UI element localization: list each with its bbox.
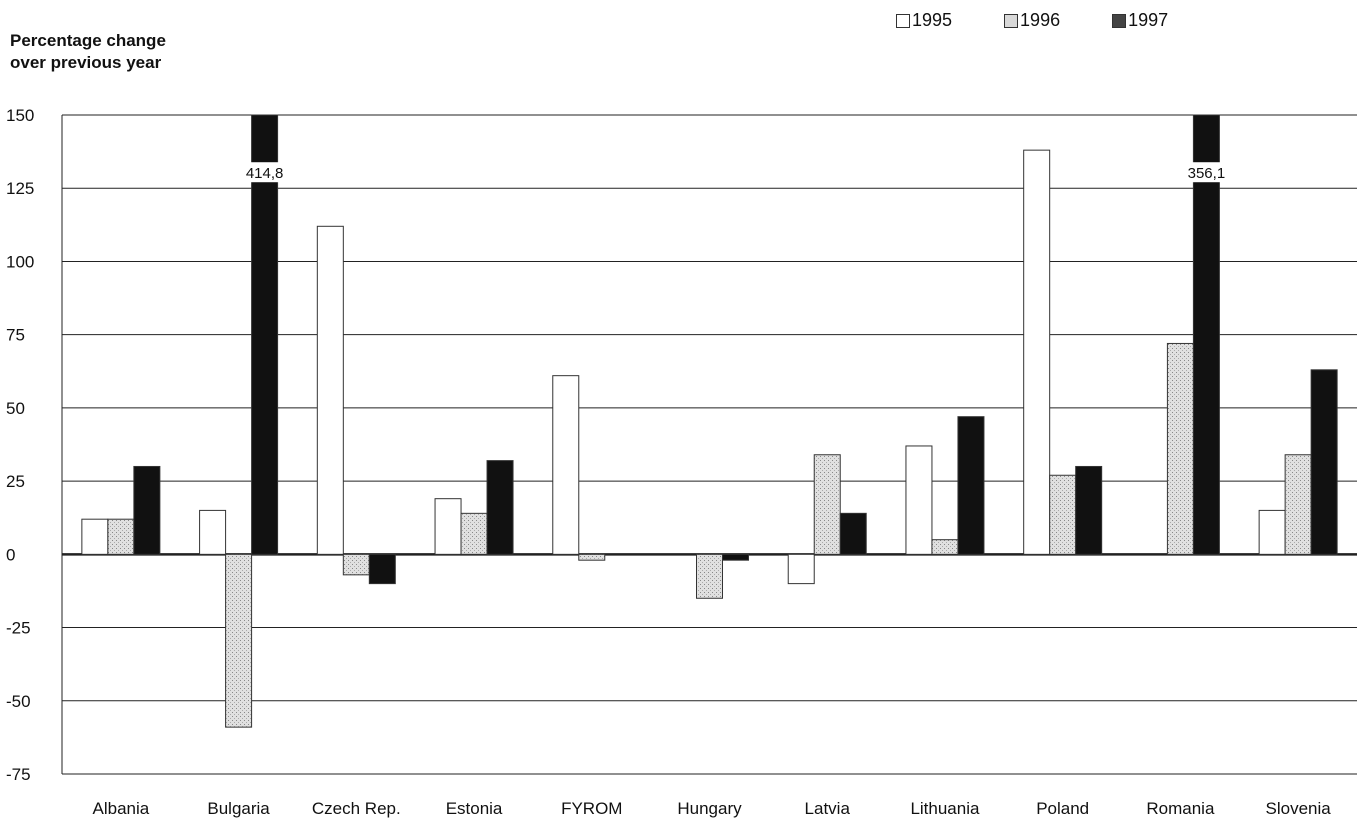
y-tick-label: -75 — [6, 765, 31, 784]
x-tick-label: Poland — [1036, 799, 1089, 818]
bar-1995-bulgaria — [199, 509, 227, 555]
legend-label-1997: 1997 — [1128, 10, 1169, 30]
data-label: 356,1 — [1188, 165, 1226, 182]
bar-1995-estonia — [434, 498, 462, 555]
y-tick-label: 50 — [6, 399, 25, 418]
bar-1996-hungary — [696, 553, 723, 599]
x-tick-label: Albania — [93, 799, 150, 818]
bar-1997-lithuania — [957, 416, 985, 555]
x-tick-label: Czech Rep. — [312, 799, 401, 818]
bar-1997-romania — [1192, 114, 1220, 555]
bar-1996-bulgaria — [225, 553, 253, 728]
bar-1996-fyrom — [578, 553, 606, 561]
bar-1996-slovenia — [1284, 454, 1312, 555]
x-tick-label: Latvia — [805, 799, 851, 818]
x-tick-label: Slovenia — [1266, 799, 1332, 818]
legend-item-1995: 1995 — [896, 10, 952, 31]
bar-1996-poland — [1049, 474, 1077, 555]
bar-1997-czech-rep- — [368, 553, 396, 585]
bar-1995-czech-rep- — [316, 225, 344, 555]
x-tick-label: Lithuania — [910, 799, 980, 818]
bar-1996-lithuania — [931, 539, 959, 555]
bar-1997-albania — [133, 465, 161, 555]
bar-1996-czech-rep- — [342, 553, 370, 576]
y-tick-label: -50 — [6, 692, 31, 711]
y-tick-label: 0 — [6, 545, 15, 564]
x-tick-label: Romania — [1146, 799, 1215, 818]
data-label-bg — [234, 162, 295, 183]
y-axis-label: Percentage change over previous year — [10, 31, 166, 72]
bar-1996-estonia — [460, 512, 488, 555]
bar-1995-albania — [81, 518, 109, 555]
y-tick-label: 125 — [6, 179, 34, 198]
legend-item-1996: 1996 — [1004, 10, 1060, 31]
bar-1997-slovenia — [1310, 369, 1338, 555]
bar-1995-slovenia — [1258, 509, 1286, 555]
data-label: 414,8 — [246, 165, 284, 182]
legend: 1995 1996 1997 — [896, 10, 1220, 31]
bar-1997-estonia — [486, 460, 514, 555]
bar-1996-albania — [107, 518, 135, 555]
y-tick-label: 25 — [6, 472, 25, 491]
legend-item-1997: 1997 — [1112, 10, 1168, 31]
x-tick-label: Estonia — [446, 799, 503, 818]
y-tick-label: 75 — [6, 326, 25, 345]
legend-label-1996: 1996 — [1020, 10, 1061, 30]
bar-1995-latvia — [787, 553, 815, 585]
y-tick-label: -25 — [6, 619, 31, 638]
bar-1997-hungary — [722, 553, 749, 561]
y-tick-label: 100 — [6, 252, 34, 271]
legend-label-1995: 1995 — [912, 10, 953, 30]
bar-1997-latvia — [839, 512, 867, 555]
bar-1997-poland — [1075, 465, 1103, 555]
x-tick-label: Hungary — [677, 799, 742, 818]
bar-1995-poland — [1023, 149, 1051, 555]
bar-1995-fyrom — [552, 375, 580, 555]
x-tick-label: Bulgaria — [207, 799, 270, 818]
x-tick-label: FYROM — [561, 799, 622, 818]
legend-swatch-1997 — [1112, 13, 1127, 28]
bar-1996-latvia — [813, 454, 841, 555]
y-tick-label: 150 — [6, 106, 34, 125]
data-label-bg — [1176, 162, 1237, 183]
bar-1997-bulgaria — [251, 114, 279, 555]
bar-1996-romania — [1166, 342, 1194, 555]
legend-swatch-1995 — [896, 13, 910, 28]
bar-1995-lithuania — [905, 445, 933, 555]
legend-swatch-1996 — [1004, 13, 1019, 28]
